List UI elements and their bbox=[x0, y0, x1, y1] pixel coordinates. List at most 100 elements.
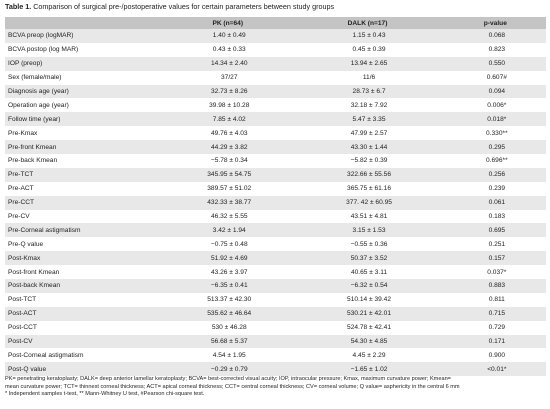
pk-value-cell: 51.92 ± 4.69 bbox=[210, 254, 248, 262]
dalk-value-cell: 5.47 ± 3.35 bbox=[352, 115, 386, 123]
dalk-value-cell: 13.94 ± 2.65 bbox=[350, 60, 388, 68]
p-value-cell: 0.018* bbox=[487, 115, 507, 123]
table-row: Diagnosis age (year) 32.73 ± 8.26 28.73 ± … bbox=[5, 84, 546, 99]
parameter-cell: Operation age (year) bbox=[8, 101, 69, 109]
table-row: Pre-front Kmean 44.29 ± 3.82 43.30 ± 1.44 0… bbox=[5, 140, 546, 155]
pk-value-cell: 49.76 ± 4.03 bbox=[210, 129, 248, 137]
table-row: Pre-Q value −0.75 ± 0.48 −0.55 ± 0.36 0.251 bbox=[5, 237, 546, 252]
table-row: BCVA postop (log MAR) 0.43 ± 0.33 0.45 ± 0… bbox=[5, 42, 546, 57]
table-row: Post-Q value −0.29 ± 0.79 −1.65 ± 1.02 <0.0… bbox=[5, 362, 546, 377]
header-cell-parameter bbox=[5, 17, 165, 29]
pk-value-cell: 44.29 ± 3.82 bbox=[210, 143, 248, 151]
table-caption: Table 1. Comparison of surgical pre-/pos… bbox=[5, 2, 334, 11]
footnote-statistical-tests: * Independent samples t-test, ** Mann-Wh… bbox=[5, 391, 205, 398]
header-cell-dalk: DALK (n=17) bbox=[347, 19, 388, 27]
dalk-value-cell: −6.32 ± 0.54 bbox=[350, 282, 388, 290]
dalk-value-cell: 0.45 ± 0.39 bbox=[352, 46, 386, 54]
table-row: Post-CCT 530 ± 46.28 524.78 ± 42.41 0.729 bbox=[5, 320, 546, 335]
caption-label: Table 1. bbox=[5, 2, 32, 11]
pk-value-cell: 7.85 ± 4.02 bbox=[212, 115, 246, 123]
p-value-cell: 0.729 bbox=[488, 324, 506, 332]
pk-value-cell: 535.62 ± 46.64 bbox=[207, 310, 252, 318]
table-row: Pre-CV 46.32 ± 5.55 43.51 ± 4.81 0.183 bbox=[5, 209, 546, 224]
p-value-cell: 0.171 bbox=[488, 338, 506, 346]
table-row: Pre-Corneal astigmatism 3.42 ± 1.94 3.15 ±… bbox=[5, 223, 546, 238]
parameter-cell: BCVA preop (logMAR) bbox=[8, 32, 74, 40]
dalk-value-cell: 40.65 ± 3.11 bbox=[350, 268, 388, 276]
parameter-cell: Pre-CV bbox=[8, 213, 30, 221]
comparison-table: PK (n=64) DALK (n=17) p-value BCVA preop… bbox=[5, 17, 546, 377]
pk-value-cell: 345.95 ± 54.75 bbox=[207, 171, 252, 179]
dalk-value-cell: 4.45 ± 2.29 bbox=[352, 351, 386, 359]
pk-value-cell: 39.98 ± 10.28 bbox=[209, 101, 250, 109]
dalk-value-cell: 3.15 ± 1.53 bbox=[352, 226, 386, 234]
parameter-cell: Post-CV bbox=[8, 338, 33, 346]
parameter-cell: Pre-ACT bbox=[8, 185, 34, 193]
dalk-value-cell: 322.66 ± 55.56 bbox=[347, 171, 391, 179]
pk-value-cell: 530 ± 46.28 bbox=[211, 324, 247, 332]
parameter-cell: Follow time (year) bbox=[8, 115, 61, 123]
table-row: Pre-back Kmean −5.78 ± 0.34 −5.82 ± 0.39 0.… bbox=[5, 154, 546, 168]
parameter-cell: Post-Kmax bbox=[8, 254, 41, 262]
pk-value-cell: 513.37 ± 42.30 bbox=[207, 296, 252, 304]
parameter-cell: Post-Corneal astigmatism bbox=[8, 351, 84, 359]
table-row: Operation age (year) 39.98 ± 10.28 32.18 ±… bbox=[5, 98, 546, 113]
table-row: Post-back Kmean −6.35 ± 0.41 −6.32 ± 0.54 0… bbox=[5, 279, 546, 293]
pk-value-cell: 3.42 ± 1.94 bbox=[212, 226, 246, 234]
pk-value-cell: 1.40 ± 0.49 bbox=[212, 32, 246, 40]
dalk-value-cell: 32.18 ± 7.92 bbox=[350, 101, 388, 109]
p-value-cell: 0.256 bbox=[488, 171, 506, 179]
table-row: Follow time (year) 7.85 ± 4.02 5.47 ± 3.35… bbox=[5, 112, 546, 127]
table-row: Pre-CCT 432.33 ± 38.77 377. 42 ± 60.95 0.06… bbox=[5, 195, 546, 210]
table-row: Sex (female/male) 37/27 11/6 0.607# bbox=[5, 70, 546, 85]
p-value-cell: 0.094 bbox=[488, 88, 506, 95]
p-value-cell: 0.696** bbox=[486, 157, 508, 165]
table-header: PK (n=64) DALK (n=17) p-value bbox=[5, 17, 546, 29]
table-row: Post-Kmax 51.92 ± 4.69 50.37 ± 3.52 0.157 bbox=[5, 251, 546, 266]
table-row: IOP (preop) 14.34 ± 2.40 13.94 ± 2.65 0.550 bbox=[5, 56, 546, 71]
dalk-value-cell: 365.75 ± 61.16 bbox=[347, 185, 391, 193]
pk-value-cell: 14.34 ± 2.40 bbox=[210, 60, 248, 68]
p-value-cell: 0.715 bbox=[488, 310, 506, 318]
dalk-value-cell: 524.78 ± 42.41 bbox=[347, 324, 391, 332]
dalk-value-cell: −5.82 ± 0.39 bbox=[350, 157, 388, 165]
p-value-cell: 0.811 bbox=[488, 296, 505, 304]
parameter-cell: Sex (female/male) bbox=[8, 74, 62, 82]
dalk-value-cell: 28.73 ± 6.7 bbox=[352, 88, 386, 95]
table-row: Post-Corneal astigmatism 4.54 ± 1.95 4.45 … bbox=[5, 348, 546, 363]
parameter-cell: Post-ACT bbox=[8, 310, 37, 318]
table-row: Post-front Kmean 43.26 ± 3.97 40.65 ± 3.11… bbox=[5, 265, 546, 280]
parameter-cell: Pre-back Kmean bbox=[8, 157, 58, 165]
parameter-cell: Post-Q value bbox=[8, 365, 47, 373]
dalk-value-cell: 377. 42 ± 60.95 bbox=[346, 199, 392, 207]
parameter-cell: Pre-TCT bbox=[8, 171, 34, 179]
dalk-value-cell: 50.37 ± 3.52 bbox=[350, 254, 388, 262]
header-row: PK (n=64) DALK (n=17) p-value bbox=[5, 17, 546, 29]
parameter-cell: IOP (preop) bbox=[8, 60, 43, 68]
p-value-cell: 0.295 bbox=[488, 143, 506, 151]
p-value-cell: 0.330** bbox=[486, 129, 508, 137]
pk-value-cell: 0.43 ± 0.33 bbox=[212, 46, 246, 54]
pk-value-cell: 43.26 ± 3.97 bbox=[210, 268, 248, 276]
dalk-value-cell: 47.99 ± 2.57 bbox=[350, 129, 388, 137]
dalk-value-cell: 11/6 bbox=[362, 74, 376, 82]
dalk-value-cell: 43.30 ± 1.44 bbox=[350, 143, 388, 151]
p-value-cell: 0.183 bbox=[488, 213, 506, 221]
table-row: Post-TCT 513.37 ± 42.30 510.14 ± 39.42 0.81… bbox=[5, 292, 546, 307]
table-body: BCVA preop (logMAR) 1.40 ± 0.49 1.15 ± 0.4… bbox=[5, 29, 546, 377]
parameter-cell: Post-front Kmean bbox=[8, 268, 60, 276]
parameter-cell: Pre-CCT bbox=[8, 199, 35, 207]
dalk-value-cell: −0.55 ± 0.36 bbox=[350, 240, 388, 248]
dalk-value-cell: 1.15 ± 0.43 bbox=[352, 32, 386, 40]
dalk-value-cell: 54.30 ± 4.85 bbox=[350, 338, 388, 346]
header-cell-pk: PK (n=64) bbox=[212, 19, 244, 27]
dalk-value-cell: 43.51 ± 4.81 bbox=[350, 213, 388, 221]
pk-value-cell: 432.33 ± 38.77 bbox=[207, 199, 252, 207]
parameter-cell: Post-TCT bbox=[8, 296, 37, 304]
p-value-cell: 0.239 bbox=[488, 185, 506, 193]
p-value-cell: 0.006* bbox=[487, 101, 507, 109]
parameter-cell: Pre-front Kmean bbox=[8, 143, 57, 151]
table-row: BCVA preop (logMAR) 1.40 ± 0.49 1.15 ± 0.4… bbox=[5, 29, 546, 43]
table-row: Pre-TCT 345.95 ± 54.75 322.66 ± 55.56 0.256 bbox=[5, 167, 546, 182]
p-value-cell: 0.061 bbox=[488, 199, 506, 207]
